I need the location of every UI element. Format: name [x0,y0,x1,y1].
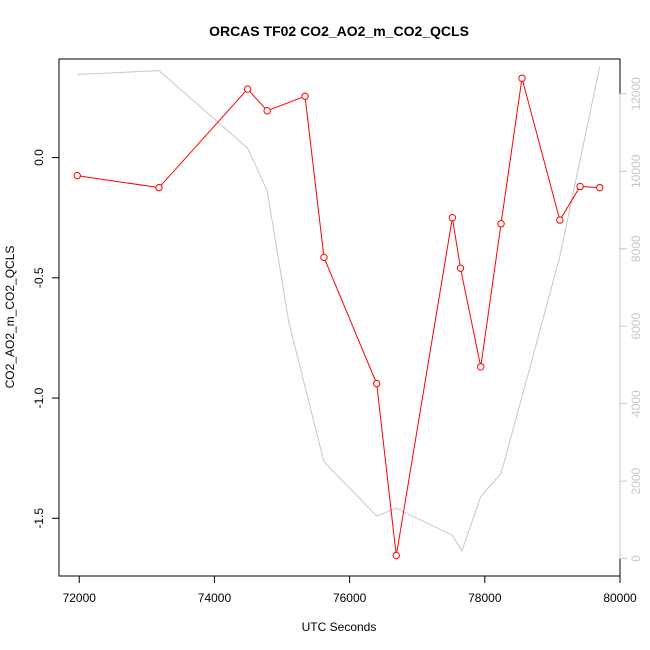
x-axis-label: UTC Seconds [302,620,377,634]
data-point [301,92,309,100]
data-point [556,216,564,224]
x-tick-label: 76000 [333,591,367,605]
data-point [576,182,584,191]
right-axis: 0 2000 4000 6000 8000 10000 12000 [619,77,643,562]
chart-title: ORCAS TF02 CO2_AO2_m_CO2_QCLS [209,23,469,39]
right-axis-series-line [77,66,601,552]
x-tick-label: 72000 [63,591,97,605]
y-tick-label: -0.5 [32,267,46,288]
data-point [155,183,163,192]
y-axis-label: CO2_AO2_m_CO2_QCLS [3,246,17,389]
right-tick-label: 0 [629,555,643,562]
right-tick-label: 12000 [629,77,643,111]
x-tick-label: 78000 [468,591,502,605]
data-point [456,264,465,272]
y-axis: -1.5 -1.0 -0.5 0.0 [32,149,60,529]
data-point [320,253,328,262]
right-tick-label: 10000 [629,154,643,188]
data-point [263,107,271,115]
data-point [477,363,485,371]
data-point [372,379,381,388]
data-point [448,214,457,222]
y-tick-label: -1.5 [32,508,46,529]
data-point [518,74,526,82]
plot-frame [58,58,621,577]
x-tick-label: 74000 [198,591,232,605]
data-point [73,171,81,180]
x-axis: 72000 74000 76000 78000 80000 [63,575,637,605]
data-point [497,220,505,228]
series-layer [73,66,604,560]
data-point [596,183,604,192]
x-tick-label: 80000 [603,591,637,605]
right-tick-label: 6000 [629,313,643,340]
left-axis-series-line [77,78,600,556]
right-tick-label: 4000 [629,390,643,417]
y-tick-label: 0.0 [32,149,46,166]
y-tick-label: -1.0 [32,387,46,408]
right-tick-label: 8000 [629,235,643,262]
data-point [392,551,400,560]
right-tick-label: 2000 [629,467,643,494]
data-point [243,85,252,93]
